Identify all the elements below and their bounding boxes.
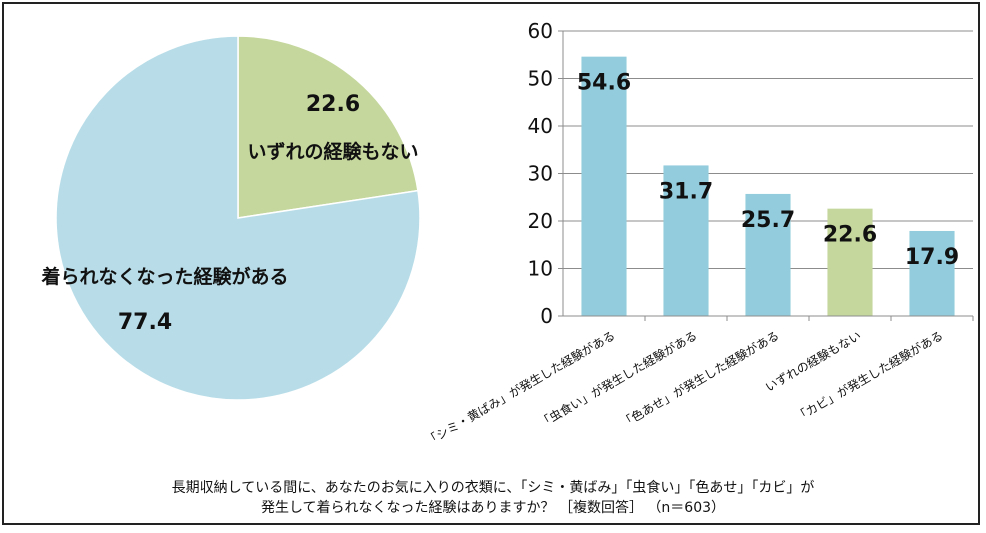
x-category-label: 「色あせ」が発生した経験がある	[618, 328, 781, 431]
pie-slice-value: 77.4	[118, 310, 172, 335]
chart-caption: 長期収納している間に、あなたのお気に入りの衣類に、「シミ・黄ばみ」「虫食い」「色…	[0, 478, 986, 518]
bar-value-label: 54.6	[577, 71, 631, 96]
pie-slice	[237, 35, 419, 219]
y-tick-label: 0	[540, 304, 553, 328]
x-category-label: 「虫食い」が発生した経験がある	[536, 328, 699, 431]
y-tick-label: 40	[528, 114, 553, 138]
y-tick-label: 50	[528, 67, 553, 91]
bar-value-label: 25.7	[741, 208, 795, 233]
caption-line-1: 長期収納している間に、あなたのお気に入りの衣類に、「シミ・黄ばみ」「虫食い」「色…	[171, 480, 815, 496]
bar-chart: 010203040506054.6「シミ・黄ばみ」が発生した経験がある31.7「…	[423, 19, 974, 449]
y-tick-label: 60	[528, 19, 553, 43]
pie-chart: 22.6 いずれの経験もない 77.4 着られなくなった経験がある	[41, 35, 421, 401]
caption-line-2: 発生して着られなくなった経験はありますか？ ［複数回答］ （n＝603）	[260, 500, 726, 516]
bar	[909, 230, 955, 316]
bar-value-label: 31.7	[659, 179, 713, 204]
y-tick-label: 20	[528, 209, 553, 233]
bar	[745, 193, 791, 316]
bar	[581, 56, 627, 317]
bar-value-label: 22.6	[823, 223, 877, 248]
pie-slice	[55, 35, 421, 401]
pie-slice-value: 22.6	[306, 92, 360, 117]
y-tick-label: 30	[528, 162, 553, 186]
x-category-label: 「カビ」が発生した経験がある	[792, 328, 945, 425]
bar-value-label: 17.9	[905, 245, 959, 270]
bar	[663, 165, 709, 316]
y-tick-label: 10	[528, 257, 553, 281]
pie-slice-label: 着られなくなった経験がある	[41, 265, 288, 288]
pie-slice-label: いずれの経験もない	[247, 140, 418, 163]
bar	[827, 208, 873, 316]
